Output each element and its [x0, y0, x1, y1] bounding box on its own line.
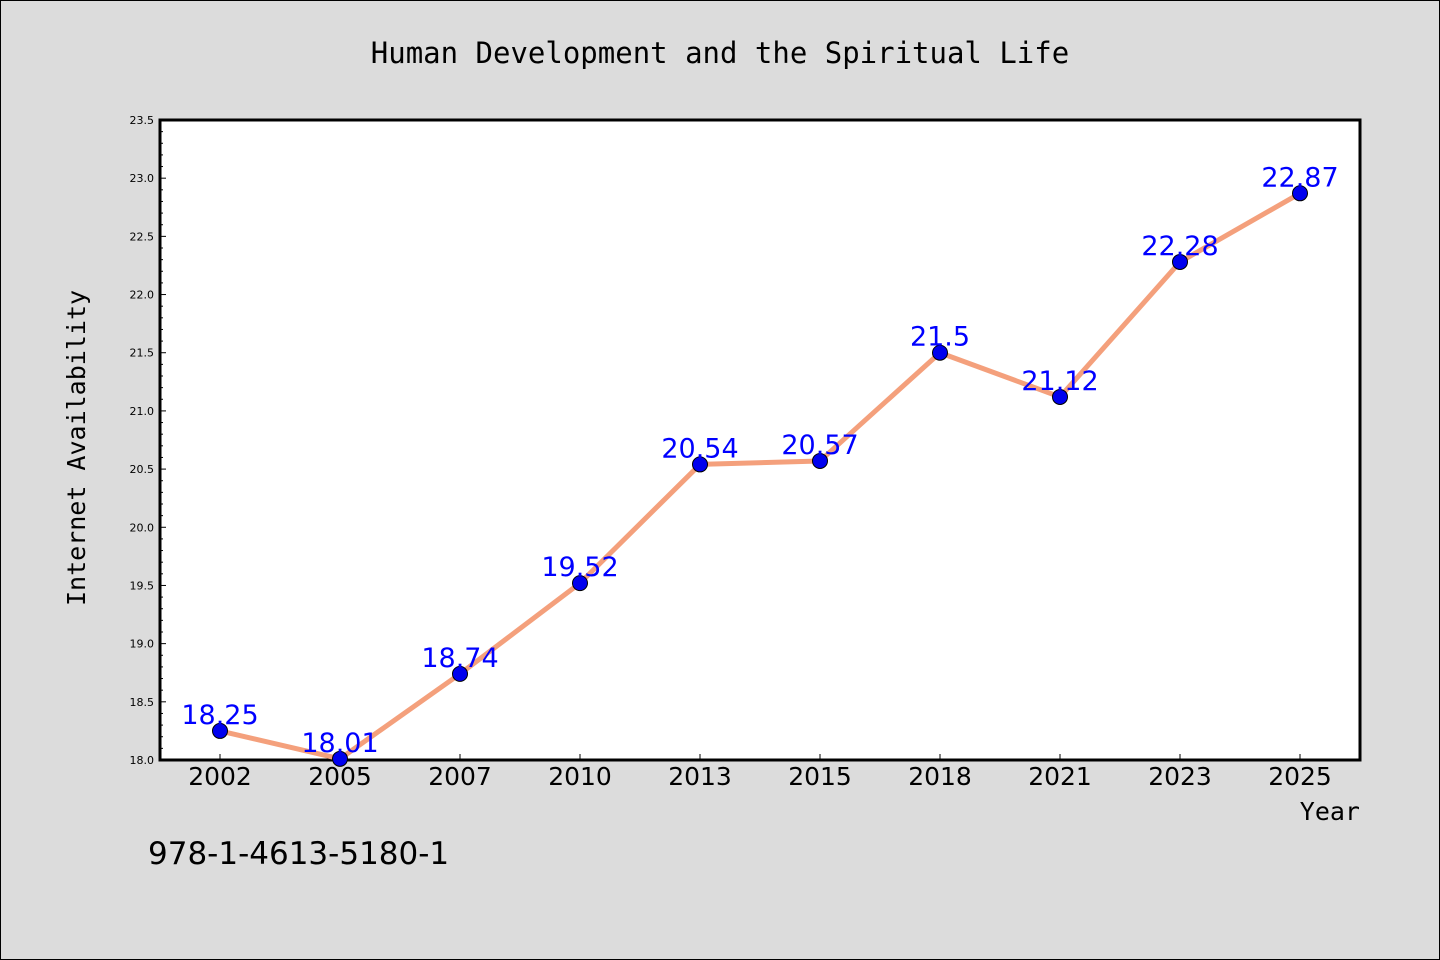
data-label: 22.87 — [1261, 162, 1338, 193]
data-label: 19.52 — [541, 552, 618, 583]
y-tick-label: 18.5 — [130, 696, 155, 709]
x-axis-tick-labels: 2002 2005 2007 2010 2013 2015 2018 2021 2023 2025 — [188, 762, 1332, 791]
y-axis-tick-labels: 18.0 18.5 19.0 19.5 20.0 20.5 21.0 21.5 22.0 22.5… — [130, 114, 155, 767]
x-tick-label: 2002 — [188, 762, 252, 791]
y-axis-label: Internet Availability — [62, 290, 91, 606]
data-point-marker — [1292, 185, 1308, 202]
y-tick-label: 21.5 — [130, 347, 155, 360]
data-label: 22.28 — [1141, 231, 1218, 262]
x-axis-label: Year — [1300, 797, 1360, 826]
data-point-marker — [1052, 388, 1068, 405]
data-point-marker — [692, 456, 708, 473]
data-label: 20.54 — [661, 433, 738, 464]
data-point-marker — [332, 750, 348, 767]
data-label: 21.5 — [910, 322, 970, 353]
y-tick-label: 23.5 — [130, 114, 155, 127]
data-point-marker — [212, 722, 228, 739]
y-tick-label: 22.0 — [130, 289, 155, 302]
y-tick-label: 20.0 — [130, 521, 155, 534]
chart-title: Human Development and the Spiritual Life — [371, 36, 1069, 70]
data-point-marker — [452, 665, 468, 682]
x-tick-label: 2015 — [788, 762, 852, 791]
data-label: 21.12 — [1021, 366, 1098, 397]
x-tick-label: 2021 — [1028, 762, 1092, 791]
x-tick-label: 2018 — [908, 762, 972, 791]
y-tick-label: 22.5 — [130, 230, 155, 243]
data-point-marker — [1172, 253, 1188, 270]
isbn-annotation: 978-1-4613-5180-1 — [148, 836, 449, 872]
data-point-marker — [572, 575, 588, 592]
x-tick-label: 2025 — [1268, 762, 1332, 791]
data-label: 18.25 — [181, 700, 258, 731]
y-tick-label: 18.0 — [130, 754, 155, 767]
x-tick-label: 2023 — [1148, 762, 1212, 791]
data-label: 20.57 — [781, 430, 858, 461]
y-axis-ticks — [160, 119, 166, 761]
data-label: 18.74 — [421, 643, 498, 674]
series-markers — [212, 185, 1308, 767]
data-label: 18.01 — [301, 728, 378, 759]
y-tick-label: 21.0 — [130, 405, 155, 418]
data-point-marker — [932, 344, 948, 361]
series-line — [219, 191, 1302, 762]
x-tick-label: 2010 — [548, 762, 612, 791]
data-labels: 18.25 18.01 18.74 19.52 20.54 20.57 21.5 21.12 2… — [181, 162, 1338, 759]
plot-area — [158, 118, 1362, 762]
x-tick-label: 2013 — [668, 762, 732, 791]
x-tick-label: 2007 — [428, 762, 492, 791]
y-tick-label: 23.0 — [130, 172, 155, 185]
data-point-marker — [812, 452, 828, 469]
y-tick-label: 19.5 — [130, 579, 155, 592]
y-tick-label: 20.5 — [130, 463, 155, 476]
y-tick-label: 19.0 — [130, 638, 155, 651]
